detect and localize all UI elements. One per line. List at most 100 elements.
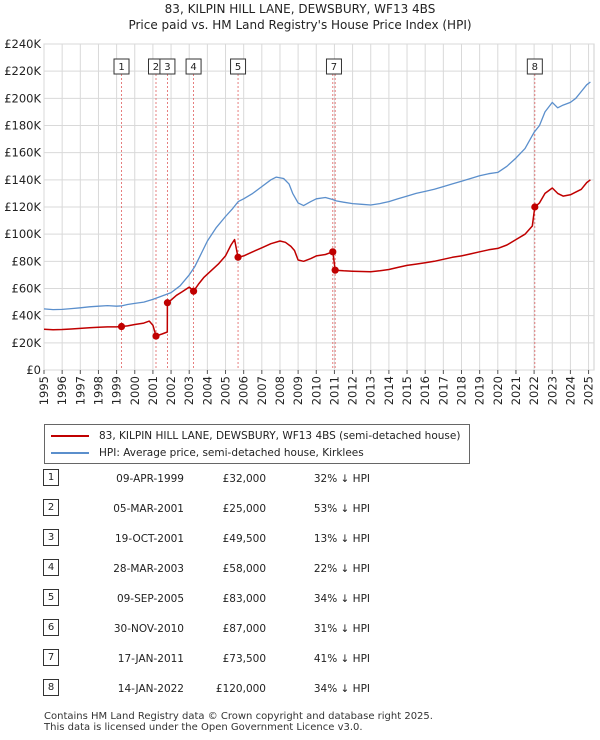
x-tick-label: 2008 — [273, 376, 287, 405]
y-tick-label: £180K — [4, 119, 41, 133]
x-tick-label: 2001 — [146, 376, 160, 405]
sale-number-badge: 1 — [43, 469, 59, 486]
sale-marker-label: 2 — [153, 62, 159, 73]
x-tick-label: 2003 — [182, 376, 196, 405]
sale-number-badge: 5 — [43, 589, 59, 606]
sale-hpi-diff: 34% ↓ HPI — [313, 593, 370, 605]
sale-number-badge: 3 — [43, 529, 59, 546]
x-tick-label: 2024 — [563, 376, 577, 405]
x-tick-label: 2019 — [473, 376, 487, 405]
chart-title-line1: 83, KILPIN HILL LANE, DEWSBURY, WF13 4BS — [165, 2, 436, 16]
y-tick-label: £60K — [12, 282, 42, 296]
x-tick-label: 2005 — [219, 376, 233, 405]
x-tick-label: 2006 — [237, 376, 251, 405]
sale-marker-label: 7 — [331, 62, 337, 73]
legend: 83, KILPIN HILL LANE, DEWSBURY, WF13 4BS… — [44, 424, 470, 464]
x-tick-label: 1999 — [110, 376, 124, 405]
sale-date: 30-NOV-2010 — [113, 623, 184, 635]
chart-title-line2: Price paid vs. HM Land Registry's House … — [128, 18, 471, 32]
transaction-row: 4 28-MAR-2003 £58,000 22% ↓ HPI — [0, 556, 600, 584]
x-tick-label: 2007 — [255, 376, 269, 405]
sale-marker-box — [159, 58, 176, 75]
x-tick-label: 1996 — [55, 376, 69, 405]
transaction-row: 8 14-JAN-2022 £120,000 34% ↓ HPI — [0, 676, 600, 704]
y-tick-label: £240K — [4, 37, 41, 51]
sale-point — [329, 248, 337, 256]
y-tick-label: £160K — [4, 146, 41, 160]
transaction-row: 1 09-APR-1999 £32,000 32% ↓ HPI — [0, 466, 600, 494]
sale-point — [531, 203, 539, 211]
x-tick-label: 2011 — [327, 376, 341, 405]
sale-marker-label: 1 — [118, 62, 124, 73]
sale-marker-box — [325, 58, 342, 75]
y-tick-label: £20K — [12, 336, 42, 350]
x-tick-label: 2016 — [418, 376, 432, 405]
x-tick-label: 2000 — [128, 376, 142, 405]
sale-marker-box — [526, 58, 543, 75]
x-tick-label: 2009 — [291, 376, 305, 405]
sale-marker-label: 4 — [190, 62, 196, 73]
x-tick-label: 2012 — [346, 376, 360, 405]
y-tick-label: £120K — [4, 200, 41, 214]
x-tick-label: 2025 — [582, 376, 596, 405]
sale-hpi-diff: 41% ↓ HPI — [313, 653, 370, 665]
transaction-row: 7 17-JAN-2011 £73,500 41% ↓ HPI — [0, 646, 600, 674]
x-tick-label: 2022 — [527, 376, 541, 405]
price-chart: 83, KILPIN HILL LANE, DEWSBURY, WF13 4BS… — [4, 2, 596, 405]
x-tick-label: 1997 — [73, 376, 87, 405]
legend-label-hpi: HPI: Average price, semi-detached house,… — [99, 447, 364, 459]
footer: Contains HM Land Registry data © Crown c… — [44, 711, 433, 733]
sale-marker-label: 8 — [532, 62, 538, 73]
sale-price: £49,500 — [222, 533, 266, 545]
footer-line-1: Contains HM Land Registry data © Crown c… — [44, 711, 433, 722]
x-tick-label: 1995 — [37, 376, 51, 405]
sale-point — [189, 287, 198, 295]
transaction-row: 5 09-SEP-2005 £83,000 34% ↓ HPI — [0, 586, 600, 614]
x-tick-label: 2023 — [545, 376, 559, 405]
sale-date: 05-MAR-2001 — [113, 503, 184, 515]
x-tick-label: 2014 — [382, 376, 396, 405]
legend-swatch-blue — [51, 452, 89, 454]
sale-number-badge: 4 — [43, 559, 59, 576]
series-line-hpi — [43, 81, 591, 311]
x-tick-label: 2017 — [436, 376, 450, 405]
y-tick-label: £140K — [4, 173, 41, 187]
sale-hpi-diff: 31% ↓ HPI — [313, 623, 370, 635]
sale-hpi-diff: 13% ↓ HPI — [313, 533, 370, 545]
sale-hpi-diff: 34% ↓ HPI — [313, 683, 370, 695]
x-tick-label: 2015 — [400, 376, 414, 405]
sale-number-badge: 8 — [43, 679, 59, 696]
sale-point — [117, 322, 126, 331]
x-tick-label: 1998 — [91, 376, 105, 405]
x-tick-label: 2010 — [309, 376, 323, 405]
footer-line-2: This data is licensed under the Open Gov… — [44, 722, 363, 733]
sale-date: 28-MAR-2003 — [113, 563, 184, 575]
sale-price: £58,000 — [222, 563, 266, 575]
y-tick-label: £0 — [26, 363, 41, 377]
x-tick-label: 2020 — [491, 376, 505, 405]
sale-marker-box — [230, 58, 247, 75]
sale-marker-label: 3 — [164, 62, 170, 73]
sale-price: £120,000 — [215, 683, 266, 695]
sale-number-badge: 7 — [43, 649, 59, 666]
x-tick-label: 2004 — [200, 376, 214, 405]
legend-label-price-paid: 83, KILPIN HILL LANE, DEWSBURY, WF13 4BS… — [99, 430, 461, 442]
y-tick-label: £100K — [4, 227, 41, 241]
sale-point — [234, 253, 242, 261]
transaction-row: 3 19-OCT-2001 £49,500 13% ↓ HPI — [0, 526, 600, 554]
sale-hpi-diff: 22% ↓ HPI — [313, 563, 370, 575]
x-tick-label: 2018 — [454, 376, 468, 405]
sale-date: 17-JAN-2011 — [117, 653, 184, 665]
legend-item-hpi: HPI: Average price, semi-detached house,… — [51, 445, 364, 461]
sale-marker-box — [113, 58, 130, 75]
legend-swatch-red — [51, 435, 89, 437]
y-tick-label: £40K — [12, 309, 42, 323]
sale-date: 09-SEP-2005 — [116, 593, 184, 605]
sale-point — [152, 332, 160, 340]
transaction-row: 2 05-MAR-2001 £25,000 53% ↓ HPI — [0, 496, 600, 524]
sale-marker-box — [185, 58, 202, 75]
sale-price: £73,500 — [222, 653, 266, 665]
sale-point — [331, 266, 339, 274]
x-tick-label: 2002 — [164, 376, 178, 405]
sale-price: £87,000 — [222, 623, 266, 635]
